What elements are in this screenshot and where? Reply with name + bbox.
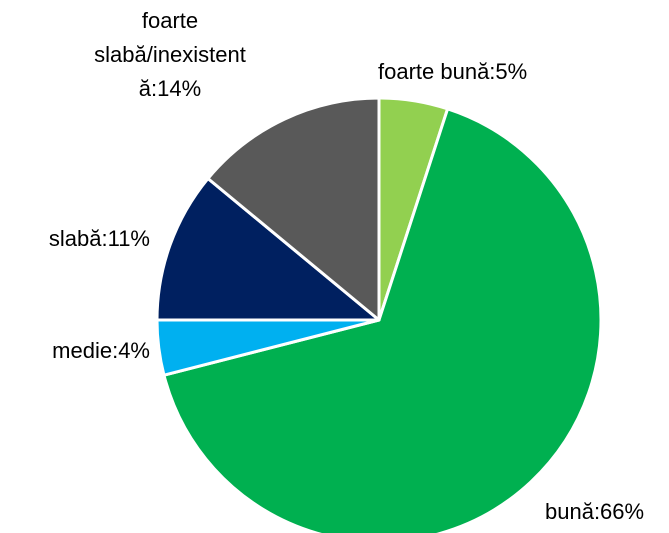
data-label: foarte xyxy=(142,8,198,33)
data-label: slabă/inexistent xyxy=(94,42,246,67)
data-label: medie:4% xyxy=(52,338,150,363)
data-label: ă:14% xyxy=(139,76,201,101)
pie-slice xyxy=(155,176,381,322)
pie-slice xyxy=(206,96,381,322)
data-label: slabă:11% xyxy=(49,226,150,251)
data-label: foarte bună:5% xyxy=(378,59,527,84)
pie-slice xyxy=(162,107,603,533)
data-label: bună:66% xyxy=(545,499,644,524)
